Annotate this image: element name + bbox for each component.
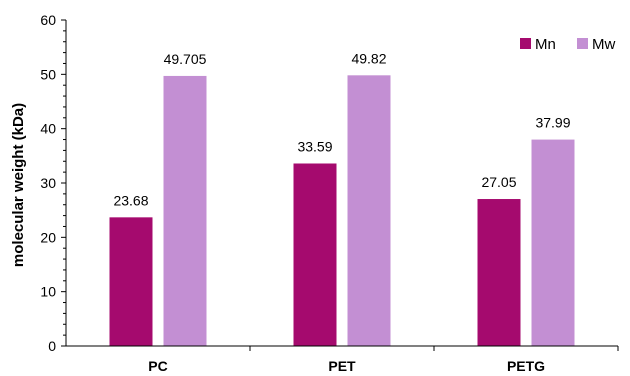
y-axis: 0 10 20 30 40 50 60 (40, 12, 67, 354)
x-tick-label: PC (148, 358, 167, 374)
x-tick-label: PETG (507, 358, 545, 374)
bar-mw-petg (531, 139, 575, 346)
bar-mw-pc (163, 75, 207, 347)
data-label: 49.705 (164, 51, 207, 67)
bar-series: 23.68 49.705 33.59 49.82 27.05 37.99 (109, 50, 575, 347)
data-label: 37.99 (535, 115, 570, 131)
x-axis: PC PET PETG (66, 345, 619, 374)
y-tick-label: 20 (40, 229, 56, 245)
legend-label: Mn (535, 36, 556, 53)
legend-swatch-mn (520, 38, 531, 49)
y-axis-title: molecular weight (kDa) (10, 103, 27, 267)
bar-mw-pet (347, 75, 391, 346)
y-tick-label: 50 (40, 66, 56, 82)
bar-mn-pet (293, 163, 337, 346)
data-label: 49.82 (351, 50, 386, 66)
legend-label: Mw (592, 36, 615, 53)
data-label: 27.05 (481, 174, 516, 190)
y-tick-label: 10 (40, 284, 56, 300)
x-tick-label: PET (328, 358, 356, 374)
bar-mn-petg (477, 199, 521, 346)
legend: Mn Mw (520, 36, 615, 53)
legend-swatch-mw (577, 38, 588, 49)
bar-mn-pc (109, 217, 153, 346)
data-label: 23.68 (113, 192, 148, 208)
y-tick-label: 30 (40, 175, 56, 191)
y-tick-label: 60 (40, 12, 56, 28)
y-tick-label: 40 (40, 121, 56, 137)
data-label: 33.59 (297, 138, 332, 154)
y-tick-label: 0 (48, 338, 56, 354)
